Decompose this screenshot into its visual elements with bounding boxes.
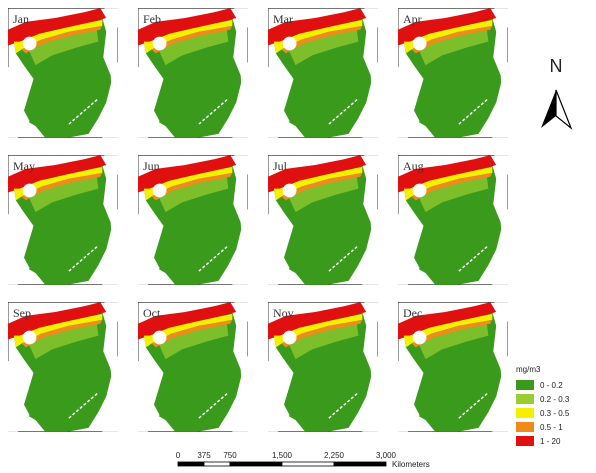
month-label: Mar (273, 12, 293, 26)
scale-label: 375 (197, 451, 211, 460)
month-label: Nov (273, 306, 294, 320)
map-image (8, 302, 118, 432)
north-label: N (550, 56, 563, 76)
scale-unit: Kilometers (392, 460, 430, 469)
map-panel: Dec (398, 302, 508, 432)
legend-swatch (516, 380, 534, 390)
legend-label: 0 - 0.2 (540, 381, 563, 390)
map-panel: Mar (268, 8, 378, 138)
legend-label: 0.3 - 0.5 (540, 409, 570, 418)
scale-label: 0 (176, 451, 181, 460)
map-image (398, 302, 508, 432)
map-panel: Oct (138, 302, 248, 432)
map-image (398, 8, 508, 138)
map-panel: May (8, 155, 118, 285)
map-image (138, 8, 248, 138)
legend-swatch (516, 436, 534, 446)
map-image (138, 155, 248, 285)
north-arrow: N (541, 56, 571, 128)
month-label: Sep (13, 306, 31, 320)
month-label: Aug (403, 159, 424, 173)
scale-label: 3,000 (376, 451, 397, 460)
map-panel: Sep (8, 302, 118, 432)
legend-title: mg/m3 (516, 365, 541, 374)
scale-segment (334, 462, 386, 466)
legend-label: 0.5 - 1 (540, 423, 563, 432)
map-panel: Jul (268, 155, 378, 285)
scale-segment (230, 462, 282, 466)
map-panel: Feb (138, 8, 248, 138)
map-panel: Jun (138, 155, 248, 285)
legend: mg/m3 0 - 0.2 0.2 - 0.3 0.3 - 0.5 0.5 - 1 1 -… (516, 365, 570, 446)
scale-label: 2,250 (324, 451, 345, 460)
figure: N Jan Feb Mar Apr May Jun Jul Aug Sep Oct Nov Dec mg… (0, 0, 596, 473)
month-label: Jul (273, 159, 288, 173)
map-panel: Apr (398, 8, 508, 138)
month-label: Oct (143, 306, 161, 320)
legend-swatch (516, 422, 534, 432)
map-panel: Jan (8, 8, 118, 138)
map-image (138, 302, 248, 432)
scale-segment (282, 462, 334, 466)
map-image (8, 8, 118, 138)
month-label: Dec (403, 306, 422, 320)
month-label: May (13, 159, 35, 173)
month-label: Feb (143, 12, 161, 26)
month-label: Apr (403, 12, 422, 26)
legend-label: 0.2 - 0.3 (540, 395, 570, 404)
scale-label: 750 (223, 451, 237, 460)
legend-swatch (516, 408, 534, 418)
legend-swatch (516, 394, 534, 404)
scale-segment (204, 462, 230, 466)
map-image (8, 155, 118, 285)
month-label: Jan (13, 12, 29, 26)
map-image (268, 155, 378, 285)
map-image (398, 155, 508, 285)
map-panel: Aug (398, 155, 508, 285)
map-image (268, 302, 378, 432)
scale-label: 1,500 (272, 451, 293, 460)
month-label: Jun (143, 159, 160, 173)
map-image (268, 8, 378, 138)
map-panel: Nov (268, 302, 378, 432)
page: N Jan Feb Mar Apr May Jun Jul Aug Sep Oct Nov Dec mg… (0, 0, 596, 473)
legend-label: 1 - 20 (540, 437, 561, 446)
scale-segment (178, 462, 204, 466)
